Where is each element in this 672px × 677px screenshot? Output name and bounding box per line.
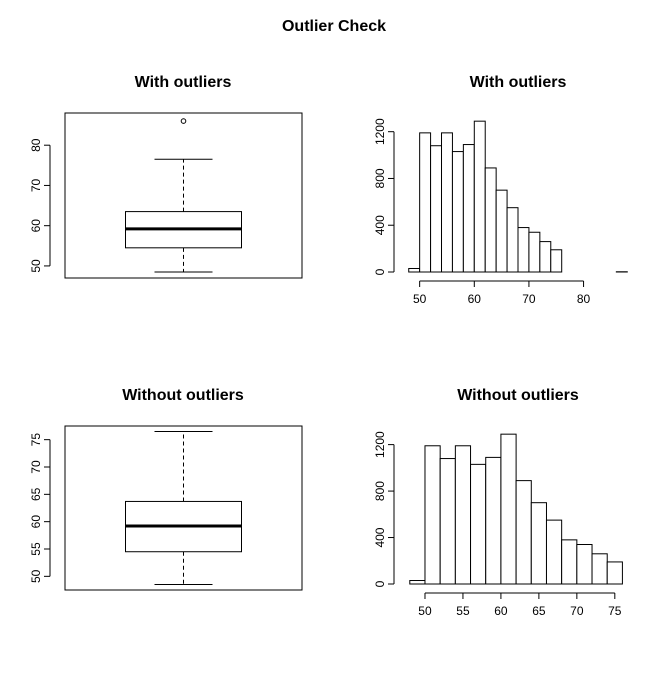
y-tick-label: 1200 — [373, 118, 387, 145]
histogram-bar — [496, 190, 507, 272]
panel-title: With outliers — [135, 74, 232, 91]
panel-title: With outliers — [470, 74, 567, 91]
histogram-bar — [486, 457, 501, 584]
x-tick-label: 65 — [532, 604, 546, 618]
x-tick-label: 50 — [418, 604, 432, 618]
outlier-point — [181, 119, 186, 124]
y-tick-label: 800 — [373, 481, 387, 501]
y-tick-label: 75 — [29, 433, 43, 447]
histogram-bar — [562, 540, 577, 584]
panel-2: With outliers 0 400 800 1200 50 60 70 80 — [373, 74, 627, 306]
y-tick-label: 0 — [373, 268, 387, 275]
histogram-bar — [516, 481, 531, 584]
x-tick-label: 55 — [456, 604, 470, 618]
histogram-bar — [529, 232, 540, 272]
x-tick-label: 60 — [494, 604, 508, 618]
histogram-bar — [518, 228, 529, 272]
panel-1: With outliers 50 60 70 80 — [29, 74, 302, 278]
histogram-bar — [440, 459, 455, 584]
x-tick-label: 60 — [468, 292, 482, 306]
y-tick-label: 80 — [29, 138, 43, 152]
histogram-bar — [431, 146, 442, 272]
histogram-bar — [607, 562, 622, 584]
panel-3: Without outliers 50 55 60 65 70 75 — [29, 387, 302, 590]
histogram-bar — [425, 446, 440, 584]
figure-title: Outlier Check — [282, 18, 386, 35]
y-tick-label: 0 — [373, 580, 387, 587]
x-tick-label: 50 — [413, 292, 427, 306]
histogram-bar — [455, 446, 470, 584]
panel-4: Without outliers 0 400 800 1200 50 55 60 65 70 75 — [373, 387, 622, 618]
histogram-bar — [442, 133, 453, 272]
histogram-bar — [531, 503, 546, 584]
histogram-bar — [474, 121, 485, 272]
y-tick-label: 60 — [29, 515, 43, 529]
histogram-bar — [485, 168, 496, 272]
y-tick-label: 70 — [29, 460, 43, 474]
histogram-bar — [410, 581, 425, 584]
panel-title: Without outliers — [122, 387, 244, 404]
x-tick-label: 75 — [608, 604, 622, 618]
histogram-bar — [592, 554, 607, 584]
histogram-bar — [463, 145, 474, 272]
y-tick-label: 60 — [29, 219, 43, 233]
histogram-bar — [551, 250, 562, 272]
histogram-bar — [420, 133, 431, 272]
histogram-bar — [452, 152, 463, 272]
x-tick-label: 80 — [577, 292, 591, 306]
y-tick-label: 55 — [29, 542, 43, 556]
histogram-bar — [409, 268, 420, 272]
y-tick-label: 1200 — [373, 431, 387, 458]
histogram-bar — [501, 434, 516, 584]
y-tick-label: 70 — [29, 178, 43, 192]
y-tick-label: 400 — [373, 215, 387, 235]
histogram-bar — [546, 520, 561, 584]
x-tick-label: 70 — [570, 604, 584, 618]
y-tick-label: 400 — [373, 527, 387, 547]
histogram-bar — [540, 242, 551, 272]
histogram-bar — [471, 464, 486, 584]
y-tick-label: 800 — [373, 168, 387, 188]
y-tick-label: 65 — [29, 487, 43, 501]
panel-title: Without outliers — [457, 387, 579, 404]
histogram-bar — [577, 545, 592, 584]
y-tick-label: 50 — [29, 569, 43, 583]
x-tick-label: 70 — [522, 292, 536, 306]
y-tick-label: 50 — [29, 259, 43, 273]
histogram-bar — [507, 208, 518, 272]
